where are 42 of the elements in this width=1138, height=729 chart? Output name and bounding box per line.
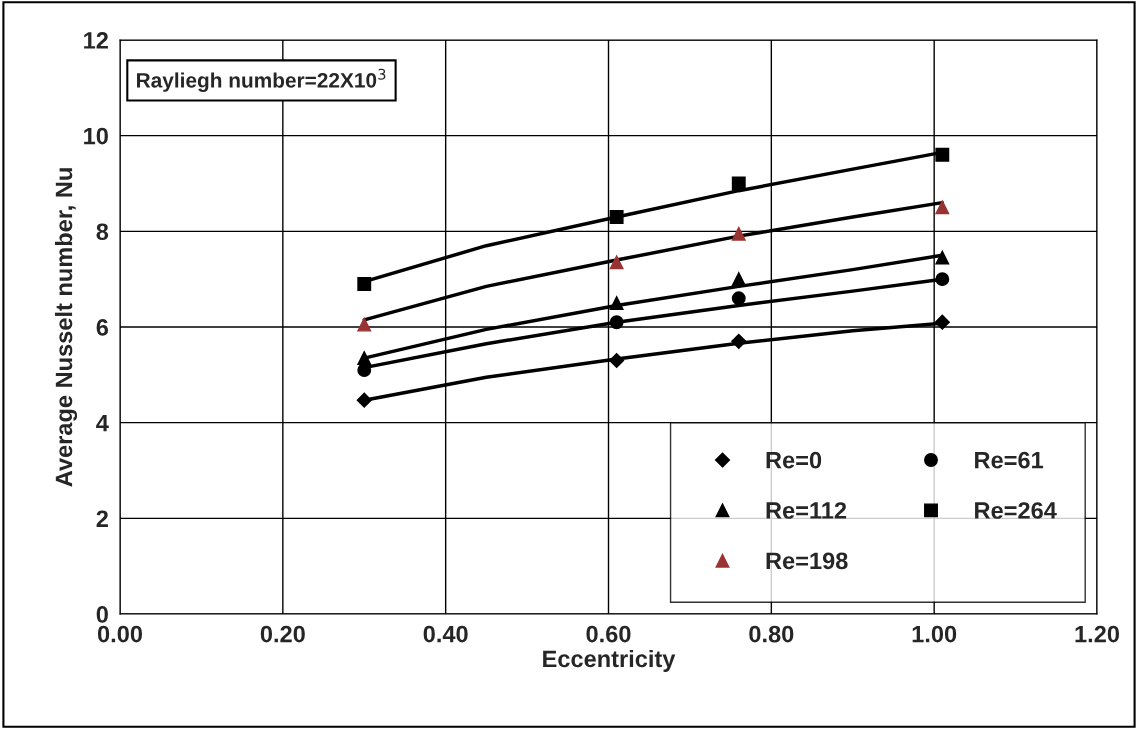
point [731, 226, 746, 241]
y-tick-label: 2 [96, 510, 108, 527]
point [935, 250, 950, 265]
y-axis-title: Average Nusselt number, Nu [54, 168, 78, 487]
point [356, 392, 372, 408]
point [357, 363, 372, 377]
point [357, 317, 372, 332]
legend-label: Re=264 [975, 502, 1057, 519]
annotation: Rayliegh number=22X10$^{3}$ [137, 68, 386, 92]
point [731, 291, 746, 306]
point [731, 272, 746, 287]
legend-label: Re=61 [975, 451, 1044, 469]
point [609, 210, 624, 224]
x-tick-label: 1.20 [1075, 625, 1120, 643]
x-tick-label: 1.00 [912, 625, 957, 643]
x-tick-label: 0.20 [260, 625, 305, 643]
y-tick-label: 4 [96, 414, 109, 432]
y-tick-label: 0 [96, 606, 108, 623]
y-tick-label: 10 [84, 127, 108, 145]
point [935, 272, 950, 287]
point [609, 255, 624, 270]
y-tick-label: 6 [96, 319, 109, 336]
point [935, 147, 950, 162]
legend-label: Re=0 [766, 451, 822, 469]
point [731, 176, 746, 191]
y-tick-label: 8 [96, 223, 109, 241]
x-tick-label: 0.60 [586, 625, 631, 643]
point [609, 296, 624, 311]
point [609, 352, 625, 369]
x-axis-title: Eccentricity [543, 649, 676, 672]
point [357, 351, 372, 366]
x-tick-label: 0.40 [423, 625, 468, 643]
point [731, 333, 747, 349]
y-tick-label: 12 [84, 32, 108, 49]
legend-label: Re=112 [766, 502, 847, 519]
point [357, 277, 372, 291]
x-tick-label: 0.80 [749, 625, 794, 643]
point [609, 315, 624, 330]
x-tick-label: 0.00 [97, 625, 143, 643]
point [934, 314, 950, 330]
point [935, 200, 950, 215]
legend-label: Re=198 [766, 552, 848, 570]
